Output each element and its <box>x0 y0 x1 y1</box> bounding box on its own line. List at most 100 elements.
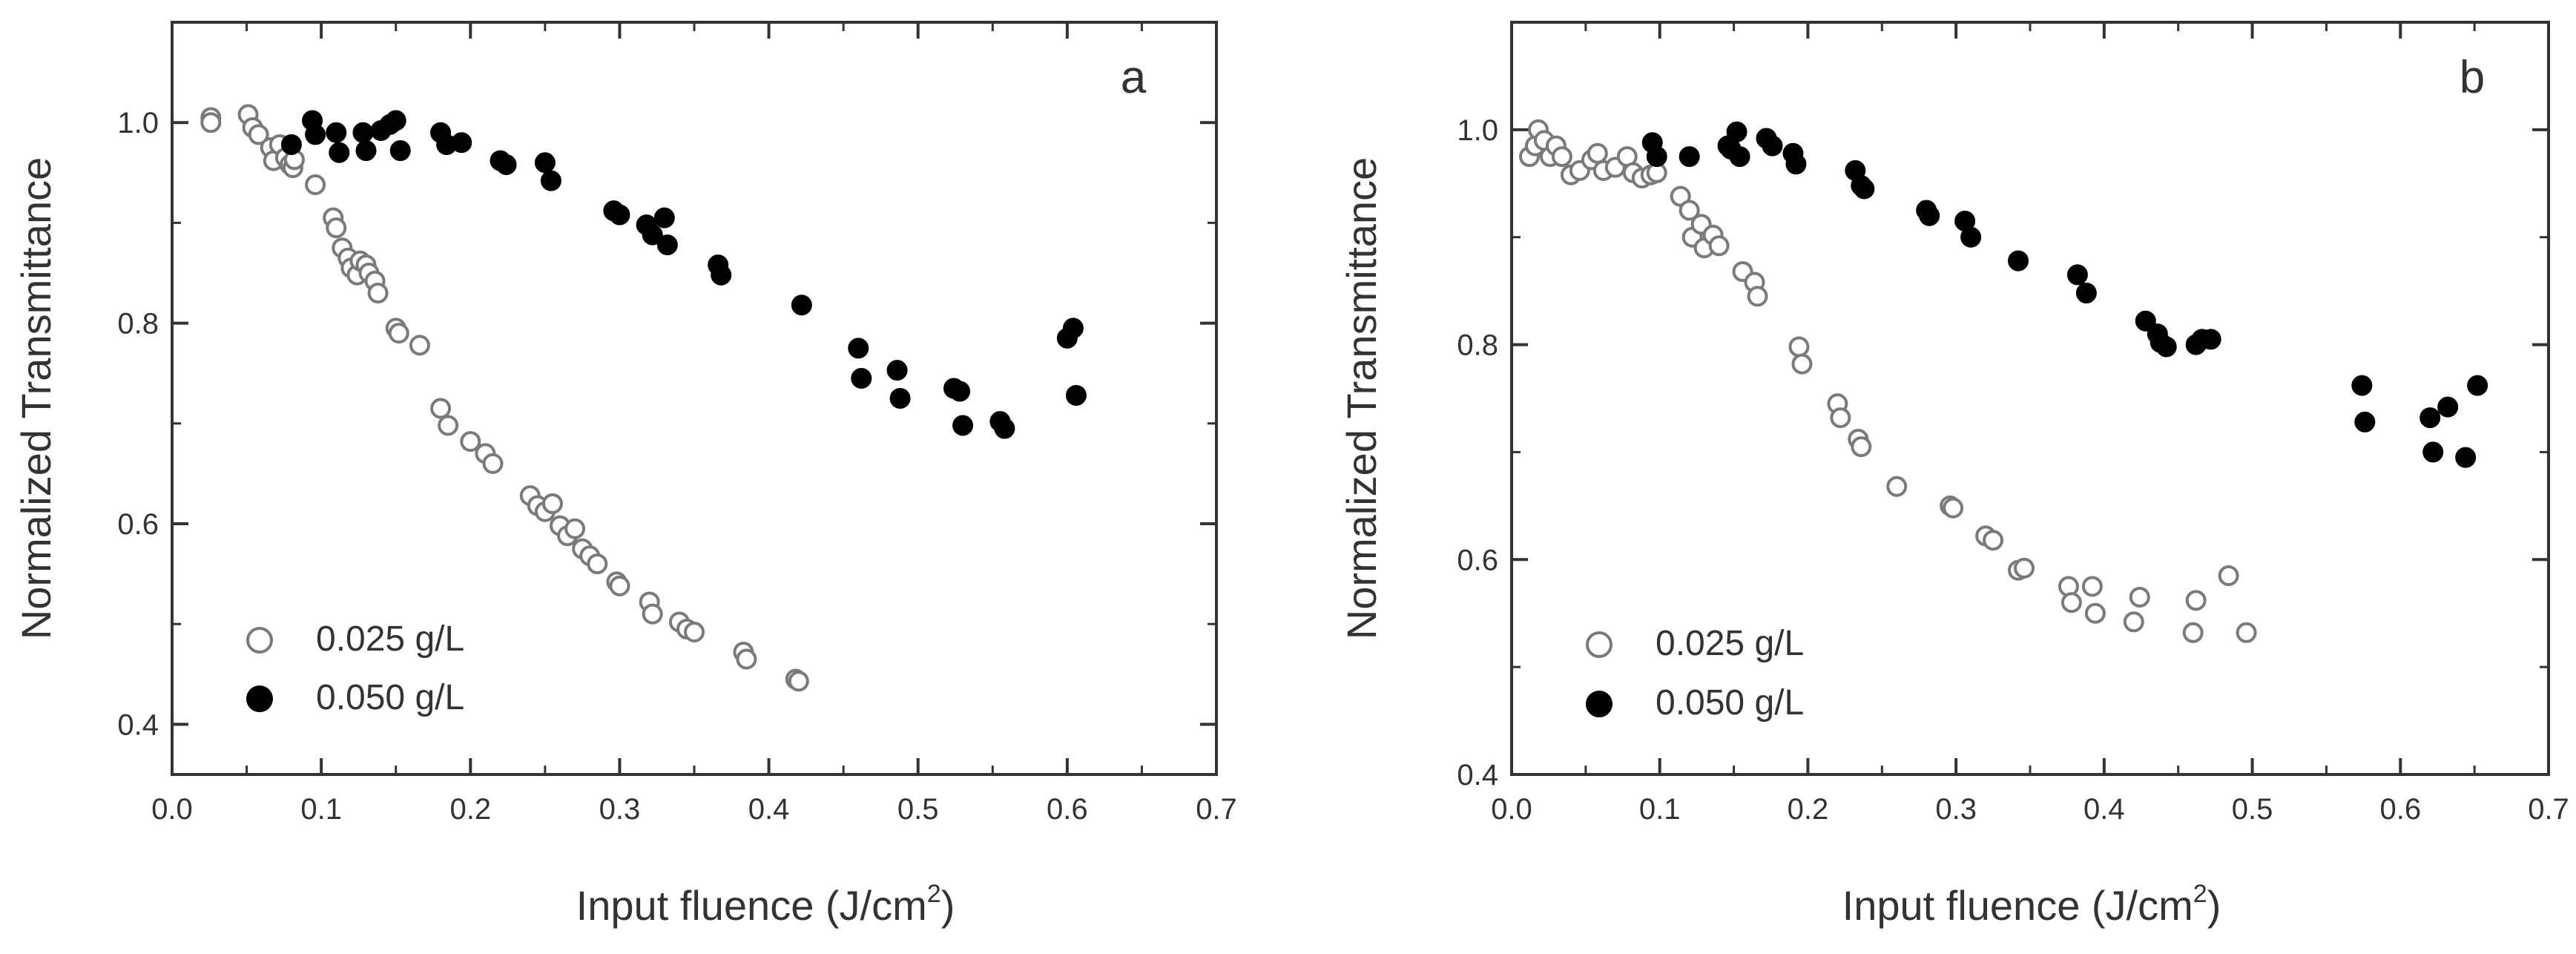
data-point-filled <box>2200 329 2221 350</box>
x-tick-label: 0.3 <box>1935 793 1977 826</box>
series-1 <box>280 110 1087 439</box>
series-1 <box>1641 121 2488 468</box>
data-point-filled <box>355 140 377 162</box>
data-point-filled <box>2419 407 2441 429</box>
x-tick-label: 0.5 <box>2232 793 2273 826</box>
y-tick-label: 0.8 <box>117 308 159 341</box>
data-point-filled <box>886 360 908 381</box>
data-point-open <box>438 415 459 436</box>
data-point-open <box>2218 565 2239 587</box>
y-tick-label: 0.8 <box>1457 329 1498 362</box>
x-tick-label: 0.0 <box>151 793 193 826</box>
data-point-open <box>1886 476 1908 497</box>
x-tick-label: 0.2 <box>449 793 491 826</box>
data-point-open <box>200 112 222 134</box>
data-point-filled <box>2066 264 2088 286</box>
x-tick-label: 0.2 <box>1788 793 1829 826</box>
data-point-filled <box>1919 205 1940 226</box>
x-tick-label: 0.6 <box>2379 793 2421 826</box>
legend-marker <box>1586 691 1613 717</box>
data-point-open <box>1708 235 1730 257</box>
data-point-filled <box>656 234 678 256</box>
data-point-filled <box>2467 375 2488 396</box>
data-point-filled <box>949 381 971 402</box>
x-tick-label: 0.7 <box>2528 793 2569 826</box>
data-point-open <box>564 518 586 539</box>
y-tick-label: 0.4 <box>1457 759 1498 792</box>
data-point-open <box>2084 602 2106 624</box>
data-point-open <box>642 603 663 625</box>
y-tick-label: 0.6 <box>1457 544 1498 576</box>
legend-label: 0.050 g/L <box>1656 683 1804 723</box>
x-tick-label: 0.1 <box>1639 793 1681 826</box>
x-tick-label: 0.5 <box>897 793 939 826</box>
data-point-open <box>736 648 757 670</box>
data-point-filled <box>2351 375 2373 396</box>
data-point-open <box>1788 336 1810 358</box>
series-0 <box>1518 119 2257 643</box>
data-point-filled <box>451 132 472 154</box>
data-point-filled <box>495 154 517 175</box>
data-point-filled <box>2008 250 2029 272</box>
x-axis-title: Input fluence (J/cm2) <box>576 880 955 929</box>
data-point-open <box>587 553 608 575</box>
x-tick-label: 0.4 <box>2083 793 2125 826</box>
x-tick-label: 0.3 <box>599 793 641 826</box>
y-tick-label: 1.0 <box>117 107 159 139</box>
data-point-filled <box>389 140 411 162</box>
data-point-open <box>1830 407 1851 429</box>
data-point-filled <box>352 122 374 143</box>
data-point-open <box>788 671 809 692</box>
data-point-filled <box>534 152 556 174</box>
data-point-filled <box>848 338 869 359</box>
data-point-filled <box>385 110 406 131</box>
data-point-filled <box>2354 411 2376 432</box>
data-point-filled <box>2422 441 2444 463</box>
data-point-open <box>460 431 481 453</box>
data-point-open <box>2182 622 2204 643</box>
data-point-open <box>305 174 326 196</box>
data-point-open <box>2014 557 2035 579</box>
data-point-filled <box>305 124 326 145</box>
data-point-filled <box>994 418 1015 439</box>
data-point-open <box>541 493 563 514</box>
data-point-open <box>326 217 347 239</box>
panel-letter: b <box>2460 52 2485 103</box>
data-point-open <box>367 283 389 304</box>
panel-a: 0.0 0.1 0.2 0.3 0.4 0.5 0.6 0.7 0.4 0.6 0.8 1.0 Inpu… <box>13 21 1237 929</box>
data-point-open <box>1943 497 1964 519</box>
data-point-open <box>609 575 630 596</box>
data-point-filled <box>851 367 872 389</box>
y-tick-label: 1.0 <box>1457 114 1498 147</box>
data-point-open <box>2236 622 2257 643</box>
panel-letter: a <box>1121 52 1147 103</box>
data-point-open <box>1983 530 2004 551</box>
data-point-open <box>1851 436 1872 458</box>
data-point-filled <box>1729 146 1750 168</box>
x-tick-label: 0.6 <box>1047 793 1088 826</box>
x-axis-title: Input fluence (J/cm2) <box>1842 880 2221 929</box>
data-point-open <box>409 335 430 356</box>
data-point-filled <box>642 224 663 246</box>
legend-marker <box>1586 631 1613 658</box>
legend-label: 0.025 g/L <box>316 619 464 659</box>
y-axis-title: Normalized Transmittance <box>13 157 59 639</box>
data-point-filled <box>1785 154 1807 175</box>
legend-label: 0.025 g/L <box>1656 624 1804 663</box>
data-point-filled <box>1065 384 1087 406</box>
x-tick-label: 0.7 <box>1196 793 1237 826</box>
data-point-filled <box>889 388 911 409</box>
data-point-open <box>248 124 269 145</box>
data-point-filled <box>540 170 561 191</box>
data-point-filled <box>1679 146 1700 168</box>
data-point-filled <box>1854 178 1875 200</box>
data-point-open <box>388 323 409 344</box>
panel-b: 0.0 0.1 0.2 0.3 0.4 0.5 0.6 0.7 0.4 0.6 0.8 1.0 Inpu… <box>1338 21 2569 929</box>
data-point-open <box>2081 576 2103 597</box>
data-point-open <box>482 453 504 474</box>
legend-marker <box>246 627 273 654</box>
legend-marker <box>246 685 273 712</box>
data-point-filled <box>1062 318 1084 339</box>
data-point-open <box>2061 592 2082 613</box>
data-point-open <box>1679 200 1700 221</box>
